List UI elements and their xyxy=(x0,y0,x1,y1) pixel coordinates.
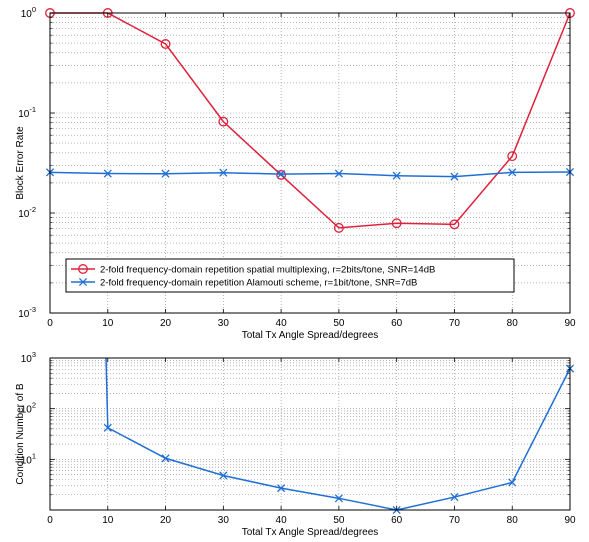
x-tick-label: 20 xyxy=(160,515,172,526)
legend-label-spatial-multiplexing: 2-fold frequency-domain repetition spati… xyxy=(100,265,435,276)
legend-marker-x xyxy=(78,277,88,287)
y-tick-label: 100 xyxy=(21,5,36,20)
data-point-0-8 xyxy=(508,478,517,487)
x-tick-label: 50 xyxy=(333,318,345,329)
ber-plot-frame xyxy=(49,12,571,314)
y-tick-label: 10-1 xyxy=(18,105,36,120)
series-line-0 xyxy=(105,357,571,511)
data-point-0-5 xyxy=(334,494,343,503)
x-tick-label: 50 xyxy=(333,515,345,526)
x-tick-label: 0 xyxy=(47,515,53,526)
data-point-0-2 xyxy=(160,39,171,49)
cond-y-axis-label: Condition Number of B xyxy=(15,383,26,484)
x-tick-label: 40 xyxy=(276,515,288,526)
x-tick-label: 60 xyxy=(391,318,403,329)
x-tick-label: 90 xyxy=(564,515,576,526)
legend-item-alamouti: 2-fold frequency-domain repetition Alamo… xyxy=(71,278,417,289)
ber-series-group xyxy=(45,8,575,233)
data-point-1-4 xyxy=(277,170,286,179)
data-point-0-2 xyxy=(161,454,170,463)
data-point-0-4 xyxy=(276,170,287,180)
data-point-0-7 xyxy=(449,219,460,230)
ber-legend: 2-fold frequency-domain repetition spati… xyxy=(65,258,515,293)
x-tick-label: 40 xyxy=(276,318,288,329)
x-tick-label: 20 xyxy=(160,318,172,329)
x-tick-label: 10 xyxy=(102,318,114,329)
cond-x-ticks: 0 10 20 30 40 50 60 70 80 90 xyxy=(47,358,576,526)
y-tick-label: 10-3 xyxy=(18,305,36,320)
x-tick-label: 30 xyxy=(218,318,230,329)
data-point-1-5 xyxy=(334,169,343,178)
data-point-0-7 xyxy=(450,493,459,502)
data-point-0-6 xyxy=(391,218,402,229)
y-tick-label: 10-2 xyxy=(18,205,36,220)
x-tick-label: 10 xyxy=(102,515,114,526)
data-point-0-3 xyxy=(218,116,229,127)
cond-grid xyxy=(50,358,570,510)
data-point-0-3 xyxy=(219,471,228,480)
x-tick-label: 30 xyxy=(218,515,230,526)
data-point-1-6 xyxy=(392,171,401,180)
cond-x-axis-label: Total Tx Angle Spread/degrees xyxy=(242,527,379,538)
data-point-1-8 xyxy=(508,168,517,177)
ber-chart: 0 10 20 30 40 50 60 70 80 90 10-3 10-2 10-1 100 Tota… xyxy=(15,5,576,341)
x-tick-label: 60 xyxy=(391,515,403,526)
legend-marker-shape-1 xyxy=(78,277,88,287)
legend-box xyxy=(65,258,515,293)
legend-marker-circle xyxy=(78,264,88,274)
data-point-1-7 xyxy=(450,172,459,181)
series-line-1 xyxy=(49,171,571,178)
x-tick-label: 80 xyxy=(507,515,519,526)
y-tick-label: 103 xyxy=(21,350,36,365)
legend-marker-shape-0 xyxy=(78,264,88,274)
x-tick-label: 70 xyxy=(449,318,461,329)
x-tick-label: 70 xyxy=(449,515,461,526)
x-tick-label: 80 xyxy=(507,318,519,329)
cond-series-group xyxy=(103,357,575,515)
ber-y-axis-label: Block Error Rate xyxy=(15,126,26,200)
data-point-0-5 xyxy=(333,222,344,233)
data-point-0-8 xyxy=(507,151,518,162)
data-point-1-1 xyxy=(103,169,112,178)
data-point-0-4 xyxy=(277,484,286,493)
ber-x-ticks: 0 10 20 30 40 50 60 70 80 90 xyxy=(47,13,576,329)
data-point-1-3 xyxy=(219,168,228,177)
ber-x-axis-label: Total Tx Angle Spread/degrees xyxy=(242,330,379,341)
x-tick-label: 0 xyxy=(47,318,53,329)
data-point-0-1 xyxy=(103,423,112,432)
legend-label-alamouti: 2-fold frequency-domain repetition Alamo… xyxy=(100,278,417,289)
data-point-1-2 xyxy=(161,169,170,178)
series-line-0 xyxy=(50,12,571,229)
legend-item-spatial-multiplexing: 2-fold frequency-domain repetition spati… xyxy=(71,264,435,276)
cond-plot-frame xyxy=(49,357,571,511)
x-tick-label: 90 xyxy=(564,318,576,329)
